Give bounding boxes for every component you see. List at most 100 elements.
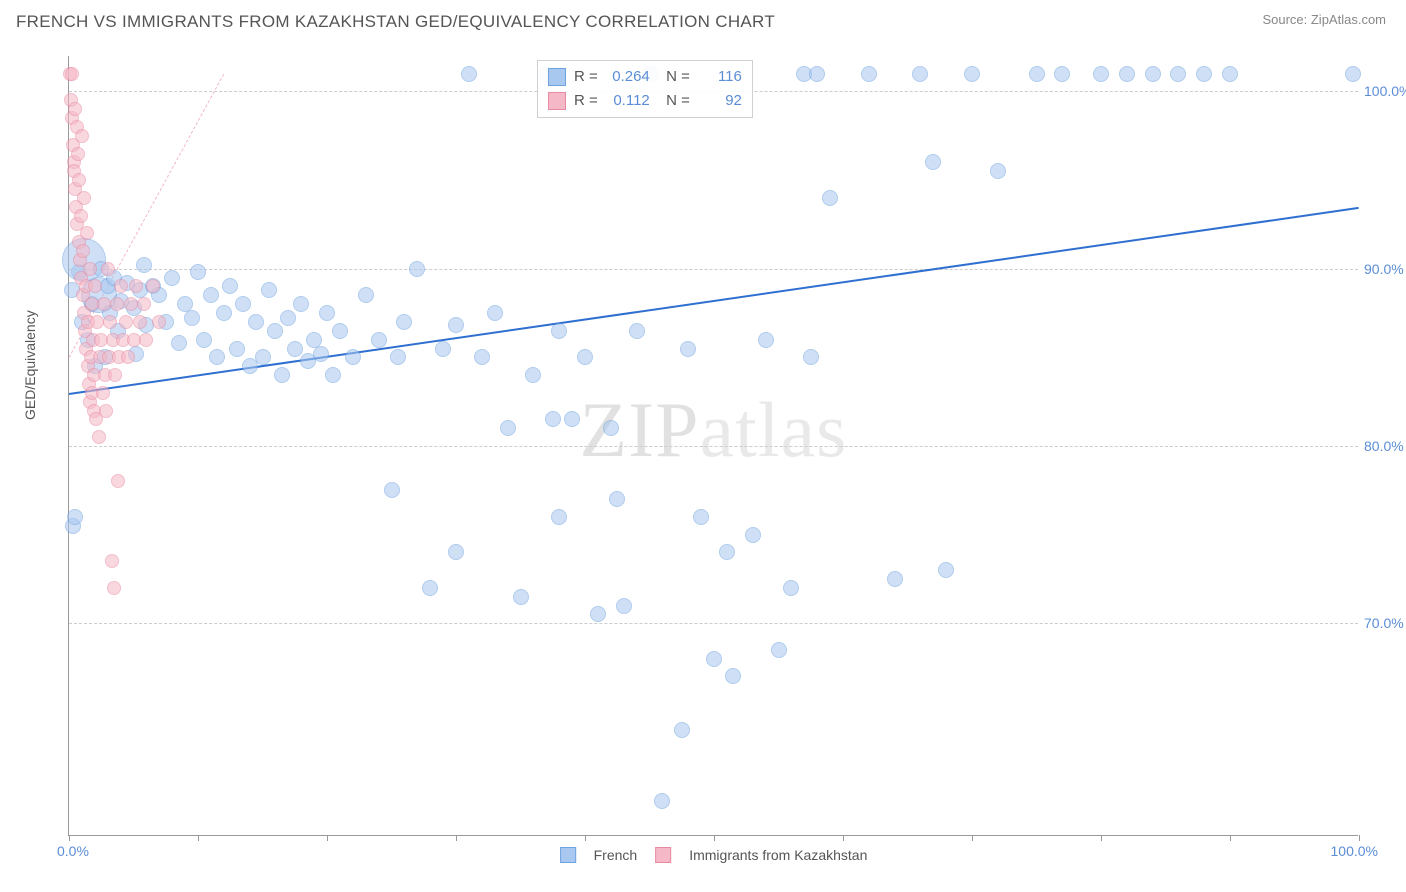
data-point (255, 349, 271, 365)
data-point (609, 491, 625, 507)
data-point (990, 163, 1006, 179)
data-point (216, 305, 232, 321)
source-label: Source: ZipAtlas.com (1262, 12, 1386, 27)
data-point (1222, 66, 1238, 82)
x-tick (198, 835, 199, 841)
x-tick (1359, 835, 1360, 841)
x-tick (1230, 835, 1231, 841)
gridline (69, 269, 1358, 270)
scatter-plot: ZIPatlas 70.0%80.0%90.0%100.0%0.0%100.0%… (68, 56, 1358, 836)
data-point (887, 571, 903, 587)
data-point (396, 314, 412, 330)
data-point (164, 270, 180, 286)
legend-label: French (594, 847, 638, 863)
data-point (390, 349, 406, 365)
data-point (1170, 66, 1186, 82)
x-tick (69, 835, 70, 841)
legend-label: Immigrants from Kazakhstan (689, 847, 867, 863)
stats-row: R =0.264 N =116 (548, 65, 742, 89)
data-point (83, 262, 97, 276)
data-point (861, 66, 877, 82)
y-axis-label: GED/Equivalency (22, 310, 38, 420)
data-point (184, 310, 200, 326)
stat-n-value: 116 (698, 65, 742, 89)
data-point (287, 341, 303, 357)
data-point (1345, 66, 1361, 82)
stats-box: R =0.264 N =116R =0.112 N =92 (537, 60, 753, 118)
data-point (313, 346, 329, 362)
data-point (209, 349, 225, 365)
data-point (358, 287, 374, 303)
data-point (674, 722, 690, 738)
data-point (332, 323, 348, 339)
data-point (103, 315, 117, 329)
gridline (69, 446, 1358, 447)
legend-swatch (560, 847, 576, 863)
data-point (75, 129, 89, 143)
data-point (114, 279, 128, 293)
data-point (119, 315, 133, 329)
data-point (133, 315, 147, 329)
x-tick (1101, 835, 1102, 841)
data-point (545, 411, 561, 427)
data-point (422, 580, 438, 596)
data-point (222, 278, 238, 294)
data-point (261, 282, 277, 298)
data-point (92, 430, 106, 444)
x-tick-label: 100.0% (1331, 843, 1378, 859)
data-point (267, 323, 283, 339)
watermark: ZIPatlas (580, 385, 848, 475)
legend-swatch (548, 68, 566, 86)
x-tick (972, 835, 973, 841)
data-point (525, 367, 541, 383)
chart-title: FRENCH VS IMMIGRANTS FROM KAZAKHSTAN GED… (16, 12, 775, 32)
data-point (461, 66, 477, 82)
data-point (235, 296, 251, 312)
data-point (67, 509, 83, 525)
x-tick (456, 835, 457, 841)
y-tick-label: 80.0% (1364, 438, 1406, 454)
data-point (448, 544, 464, 560)
data-point (127, 333, 141, 347)
data-point (76, 244, 90, 258)
data-point (1029, 66, 1045, 82)
data-point (124, 297, 138, 311)
stats-row: R =0.112 N =92 (548, 89, 742, 113)
data-point (1093, 66, 1109, 82)
data-point (74, 209, 88, 223)
stat-n-value: 92 (698, 89, 742, 113)
data-point (745, 527, 761, 543)
data-point (500, 420, 516, 436)
data-point (111, 474, 125, 488)
data-point (110, 297, 124, 311)
data-point (345, 349, 361, 365)
data-point (319, 305, 335, 321)
data-point (99, 404, 113, 418)
data-point (101, 262, 115, 276)
data-point (1119, 66, 1135, 82)
data-point (803, 349, 819, 365)
data-point (474, 349, 490, 365)
x-tick (327, 835, 328, 841)
data-point (564, 411, 580, 427)
data-point (693, 509, 709, 525)
data-point (107, 581, 121, 595)
data-point (912, 66, 928, 82)
data-point (80, 226, 94, 240)
data-point (1054, 66, 1070, 82)
data-point (487, 305, 503, 321)
data-point (293, 296, 309, 312)
data-point (152, 315, 166, 329)
data-point (121, 350, 135, 364)
data-point (680, 341, 696, 357)
data-point (758, 332, 774, 348)
data-point (325, 367, 341, 383)
x-tick (843, 835, 844, 841)
data-point (196, 332, 212, 348)
data-point (146, 279, 160, 293)
data-point (274, 367, 290, 383)
data-point (616, 598, 632, 614)
data-point (190, 264, 206, 280)
data-point (577, 349, 593, 365)
data-point (783, 580, 799, 596)
